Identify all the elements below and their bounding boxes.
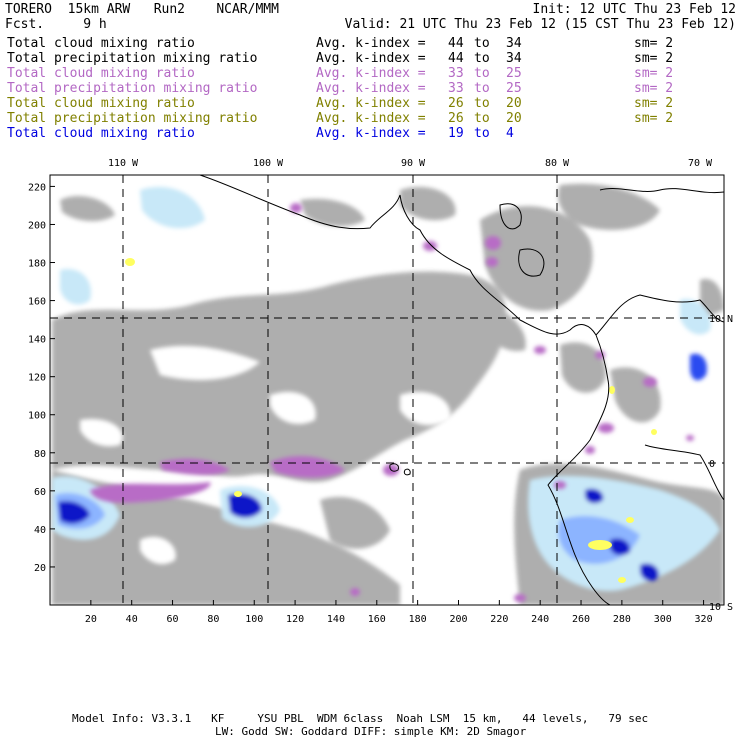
y-tick-label: 20	[34, 563, 46, 574]
y-tick-label: 120	[28, 373, 46, 384]
latitude-label: 0	[709, 459, 715, 470]
longitude-labels: 110 W 100 W 90 W 80 W 70 W	[108, 158, 713, 169]
y-axis-ticks: 20 40 60 80 100 120 140 160 180 200 220	[28, 182, 55, 574]
x-tick-label: 100	[245, 614, 263, 625]
precip-purple	[90, 203, 694, 602]
y-tick-label: 220	[28, 182, 46, 193]
legend-label: Total precipitation mixing ratio	[7, 81, 258, 96]
latitude-labels: 10 N 0 10 S	[709, 314, 733, 613]
longitude-label: 100 W	[253, 158, 284, 169]
latitude-label: 10 S	[709, 602, 733, 613]
cloud-field-blue	[52, 186, 720, 591]
legend-label: Total precipitation mixing ratio	[7, 51, 258, 66]
legend-to-word: to	[474, 51, 490, 66]
precip-yellow	[125, 258, 657, 583]
legend-avg-label: Avg. k-index =	[316, 96, 426, 111]
legend-to-value: 34	[506, 36, 522, 51]
legend-to-word: to	[474, 66, 490, 81]
legend-smoothing: sm= 2	[634, 51, 674, 66]
y-tick-label: 200	[28, 220, 46, 231]
x-tick-label: 280	[613, 614, 631, 625]
x-tick-label: 160	[368, 614, 386, 625]
legend-from-value: 19	[448, 126, 464, 141]
y-tick-label: 60	[34, 487, 46, 498]
legend-to-value: 4	[506, 126, 514, 141]
x-axis-ticks: 20 40 60 80 100 120 140 160 180 200 220 240 260 280 30…	[85, 600, 713, 625]
legend-avg-label: Avg. k-index =	[316, 36, 426, 51]
legend-to-value: 25	[506, 81, 522, 96]
x-tick-label: 60	[167, 614, 179, 625]
legend-smoothing: sm= 2	[634, 111, 674, 126]
legend-to-value: 20	[506, 111, 522, 126]
legend-to-word: to	[474, 81, 490, 96]
longitude-label: 90 W	[401, 158, 426, 169]
x-tick-label: 260	[572, 614, 590, 625]
legend-to-word: to	[474, 111, 490, 126]
footer-physics-info: LW: Godd SW: Goddard DIFF: simple KM: 2D…	[215, 725, 527, 738]
header-init-time: Init: 12 UTC Thu 23 Feb 12	[532, 2, 737, 17]
x-tick-label: 180	[409, 614, 427, 625]
longitude-label: 80 W	[545, 158, 570, 169]
legend-avg-label: Avg. k-index =	[316, 81, 426, 96]
legend-from-value: 33	[448, 81, 464, 96]
legend-label: Total cloud mixing ratio	[7, 66, 195, 81]
legend-from-value: 26	[448, 111, 464, 126]
y-tick-label: 40	[34, 525, 46, 536]
longitude-label: 110 W	[108, 158, 139, 169]
legend-smoothing: sm= 2	[634, 96, 674, 111]
x-tick-label: 140	[327, 614, 345, 625]
longitude-label: 70 W	[688, 158, 713, 169]
x-tick-label: 220	[490, 614, 508, 625]
plot-frame	[49, 174, 725, 606]
footer-model-info: Model Info: V3.3.1 KF YSU PBL WDM 6class…	[72, 712, 649, 725]
legend-label: Total cloud mixing ratio	[7, 96, 195, 111]
x-tick-label: 40	[126, 614, 138, 625]
legend-label: Total precipitation mixing ratio	[7, 111, 258, 126]
latlon-grid	[50, 175, 724, 605]
legend-avg-label: Avg. k-index =	[316, 111, 426, 126]
y-tick-label: 140	[28, 335, 46, 346]
legend-from-value: 26	[448, 96, 464, 111]
legend-smoothing: sm= 2	[634, 81, 674, 96]
x-tick-label: 240	[531, 614, 549, 625]
y-tick-label: 180	[28, 259, 46, 270]
legend-to-word: to	[474, 126, 490, 141]
latitude-label: 10 N	[709, 314, 733, 325]
legend-label: Total cloud mixing ratio	[7, 36, 195, 51]
legend-to-value: 25	[506, 66, 522, 81]
legend-from-value: 44	[448, 36, 464, 51]
legend-from-value: 44	[448, 51, 464, 66]
header-forecast-hour: Fcst. 9 h	[5, 17, 107, 32]
legend-avg-label: Avg. k-index =	[316, 66, 426, 81]
header-model-title: TORERO 15km ARW Run2 NCAR/MMM	[5, 2, 279, 17]
x-tick-label: 300	[654, 614, 672, 625]
y-tick-label: 160	[28, 297, 46, 308]
y-tick-label: 80	[34, 449, 46, 460]
y-tick-label: 100	[28, 411, 46, 422]
legend-smoothing: sm= 2	[634, 66, 674, 81]
legend-smoothing: sm= 2	[634, 36, 674, 51]
x-tick-label: 320	[695, 614, 713, 625]
x-tick-label: 80	[207, 614, 219, 625]
legend-avg-label: Avg. k-index =	[316, 126, 426, 141]
legend-to-word: to	[474, 96, 490, 111]
legend-from-value: 33	[448, 66, 464, 81]
x-tick-label: 120	[286, 614, 304, 625]
x-tick-label: 20	[85, 614, 97, 625]
legend-label: Total cloud mixing ratio	[7, 126, 195, 141]
legend-avg-label: Avg. k-index =	[316, 51, 426, 66]
x-tick-label: 200	[449, 614, 467, 625]
legend-to-value: 20	[506, 96, 522, 111]
legend-to-value: 34	[506, 51, 522, 66]
legend-to-word: to	[474, 36, 490, 51]
header-valid-time: Valid: 21 UTC Thu 23 Feb 12 (15 CST Thu …	[344, 17, 736, 32]
coastlines	[199, 175, 724, 605]
